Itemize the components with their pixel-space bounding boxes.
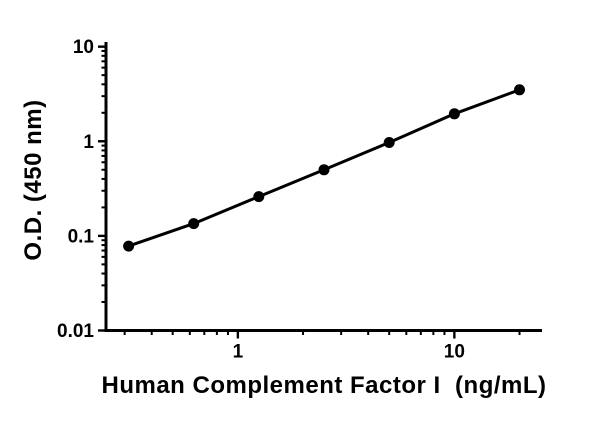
data-point-6 (448, 108, 460, 120)
data-point-7 (514, 84, 525, 96)
data-point-1 (123, 240, 135, 252)
y-tick-label: 10 (73, 37, 94, 58)
y-tick-label: 1 (83, 132, 94, 153)
data-point-4 (318, 164, 330, 176)
x-tick-label: 10 (444, 342, 465, 363)
data-point-5 (383, 137, 395, 148)
data-point-3 (253, 191, 265, 203)
y-tick-label: 0.01 (57, 321, 94, 342)
data-point-2 (188, 218, 200, 230)
x-axis-title: Human Complement Factor I (ng/mL) (101, 372, 547, 399)
y-tick-label: 0.1 (68, 226, 95, 247)
y-axis-title: O.D. (450 nm) (20, 99, 47, 261)
x-tick-label: 1 (233, 342, 244, 363)
